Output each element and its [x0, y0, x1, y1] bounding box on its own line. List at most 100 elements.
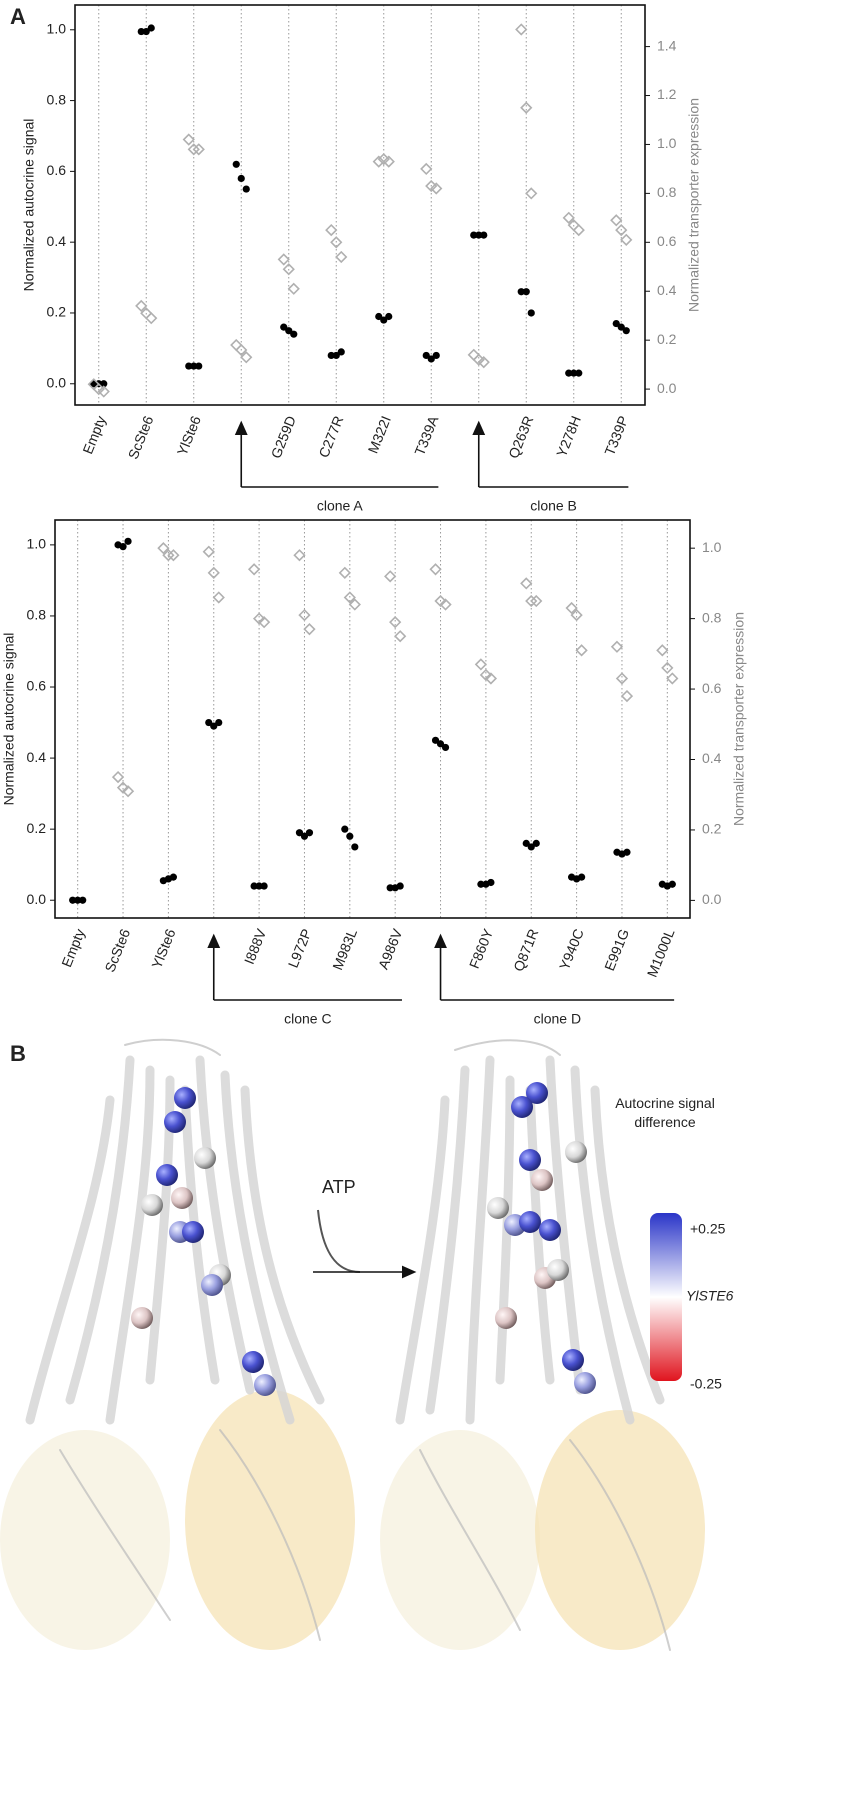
y-tick-label: 0.2: [47, 304, 67, 320]
y-axis-title: Normalized autocrine signal: [1, 633, 17, 806]
signal-point: [522, 288, 530, 296]
signal-point: [522, 839, 530, 847]
signal-point: [255, 882, 263, 890]
signal-point: [69, 896, 77, 904]
x-tick-label: F860Y: [466, 926, 497, 971]
atp-label: ATP: [322, 1177, 356, 1197]
signal-point: [532, 839, 540, 847]
expression-point: [610, 214, 623, 227]
x-tick-label: ScSte6: [102, 926, 134, 974]
y-tick-label: 0.2: [27, 820, 47, 836]
expression-point: [615, 223, 628, 237]
signal-point: [332, 351, 340, 360]
signal-point: [427, 355, 435, 363]
atp-curve: [317, 1209, 361, 1273]
y-tick-label: 1.0: [47, 20, 67, 36]
signal-point: [285, 327, 293, 335]
expression-point: [111, 770, 125, 784]
signal-point: [432, 351, 440, 360]
expression-point: [439, 598, 452, 611]
expression-point: [330, 236, 343, 249]
expression-point: [116, 781, 130, 794]
y-tick-label: 0.0: [47, 374, 67, 390]
expression-point: [240, 351, 253, 364]
expression-point: [247, 563, 261, 576]
signal-point: [431, 736, 440, 744]
y2-tick-label: 0.4: [702, 750, 722, 766]
expression-point: [235, 343, 248, 357]
expression-point: [467, 348, 480, 361]
expression-point: [575, 644, 588, 657]
y2-tick-label: 0.6: [702, 680, 722, 696]
y-tick-label: 0.0: [27, 891, 47, 907]
expression-point: [384, 570, 397, 583]
signal-point: [290, 330, 298, 338]
expression-point: [97, 385, 110, 398]
y-tick-label: 0.8: [47, 91, 67, 107]
x-tick-label: T339P: [601, 414, 631, 458]
y2-tick-label: 0.0: [702, 891, 722, 907]
signal-point: [205, 718, 213, 727]
expression-point: [121, 785, 135, 798]
expression-point: [666, 672, 679, 685]
signal-point: [578, 873, 586, 881]
x-tick-label: A986V: [375, 926, 406, 972]
signal-point: [185, 362, 193, 370]
expression-point: [474, 658, 488, 671]
signal-point: [386, 884, 394, 892]
group-label: clone A: [317, 498, 364, 514]
expression-point: [484, 672, 498, 685]
signal-point: [570, 369, 578, 377]
expression-point: [570, 608, 583, 622]
panel-label: B: [10, 1041, 26, 1066]
expression-point: [293, 549, 306, 562]
signal-point: [422, 351, 430, 360]
signal-point: [575, 369, 583, 377]
panel-label: A: [10, 4, 26, 29]
signal-point: [124, 537, 132, 545]
y2-axis-title: Normalized transporter expression: [731, 612, 747, 826]
signal-point: [142, 27, 150, 36]
x-tick-label: Q871R: [510, 927, 541, 974]
expression-point: [572, 223, 585, 237]
signal-point: [100, 380, 108, 388]
expression-point: [520, 577, 533, 590]
x-tick-label: Y940C: [556, 927, 587, 973]
expression-point: [167, 549, 180, 562]
expression-point: [192, 143, 205, 156]
expression-point: [335, 250, 348, 264]
expression-point: [389, 616, 402, 629]
expression-point: [430, 182, 443, 195]
expression-point: [525, 187, 538, 200]
y2-tick-label: 0.0: [657, 380, 677, 396]
signal-point: [380, 316, 388, 324]
signal-point: [565, 369, 573, 377]
signal-point: [210, 722, 218, 730]
signal-point: [237, 174, 245, 183]
x-tick-label: Q263R: [505, 414, 536, 461]
expression-point: [434, 594, 447, 608]
expression-point: [420, 162, 433, 176]
expression-point: [515, 23, 528, 36]
expression-point: [620, 233, 633, 246]
expression-point: [661, 661, 674, 675]
signal-point: [305, 829, 314, 837]
signal-point: [190, 362, 198, 370]
y-tick-label: 0.6: [27, 678, 47, 694]
signal-point: [480, 231, 488, 239]
signal-point: [79, 896, 87, 904]
x-tick-label: ScSte6: [125, 413, 157, 461]
signal-point: [195, 362, 203, 370]
y-axis-title: Normalized autocrine signal: [21, 119, 37, 292]
signal-point: [477, 880, 485, 888]
expression-point: [287, 282, 300, 295]
signal-point: [668, 880, 676, 888]
signal-point: [250, 882, 258, 890]
x-tick-label: YlSte6: [174, 413, 204, 457]
signal-point: [327, 351, 335, 360]
signal-point: [617, 323, 625, 331]
signal-point: [470, 231, 478, 239]
signal-point: [280, 323, 288, 331]
